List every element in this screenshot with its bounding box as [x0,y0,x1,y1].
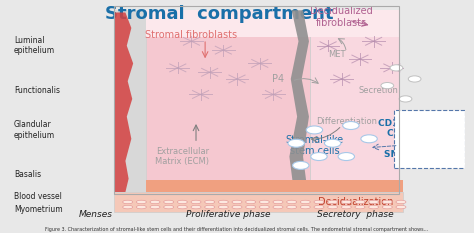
Circle shape [324,139,341,147]
Ellipse shape [123,205,133,209]
Text: Stromal fibroblasts: Stromal fibroblasts [146,30,237,40]
Ellipse shape [219,205,228,209]
FancyBboxPatch shape [146,10,310,192]
Ellipse shape [191,200,201,204]
Ellipse shape [232,200,242,204]
Ellipse shape [328,200,337,204]
Circle shape [361,135,377,143]
Ellipse shape [150,205,160,209]
Ellipse shape [191,205,201,209]
Ellipse shape [273,200,283,204]
Circle shape [381,82,394,89]
Ellipse shape [219,200,228,204]
Circle shape [399,96,412,102]
Circle shape [288,139,304,147]
Ellipse shape [383,205,392,209]
Ellipse shape [314,205,324,209]
Text: Secretory  phase: Secretory phase [317,210,394,219]
Ellipse shape [205,205,215,209]
Ellipse shape [341,200,351,204]
Circle shape [390,65,403,71]
Ellipse shape [328,205,337,209]
Ellipse shape [287,200,297,204]
Text: Decidualization: Decidualization [318,197,393,207]
Ellipse shape [164,200,173,204]
Ellipse shape [301,205,310,209]
Ellipse shape [314,200,324,204]
Text: Myometrium: Myometrium [14,205,63,214]
Ellipse shape [341,205,351,209]
FancyBboxPatch shape [146,180,403,192]
Text: Differentiation: Differentiation [316,116,377,126]
Ellipse shape [287,205,297,209]
Text: MET: MET [328,50,346,59]
Text: Menses: Menses [79,210,113,219]
Ellipse shape [383,200,392,204]
Ellipse shape [396,200,406,204]
Text: Proliferative phase: Proliferative phase [186,210,270,219]
Circle shape [338,153,355,161]
Ellipse shape [355,200,365,204]
Ellipse shape [205,200,215,204]
Polygon shape [289,10,309,192]
Ellipse shape [123,200,133,204]
Ellipse shape [246,200,255,204]
FancyBboxPatch shape [114,192,403,212]
FancyBboxPatch shape [310,10,399,192]
Ellipse shape [246,205,255,209]
Text: Glandular
epithelium: Glandular epithelium [14,120,55,140]
Ellipse shape [177,200,187,204]
Ellipse shape [137,205,146,209]
Ellipse shape [259,205,269,209]
Ellipse shape [369,200,379,204]
FancyBboxPatch shape [114,10,146,192]
Text: Secretion: Secretion [358,86,398,95]
Text: Stromal  compartment: Stromal compartment [105,5,333,23]
Ellipse shape [273,205,283,209]
Text: Decidualized
fibroblasts: Decidualized fibroblasts [310,6,373,28]
Text: Stromal-like
stem cells: Stromal-like stem cells [285,135,344,156]
Text: Basalis: Basalis [14,170,41,179]
FancyBboxPatch shape [394,110,465,168]
Ellipse shape [369,205,379,209]
Circle shape [408,76,421,82]
Ellipse shape [355,205,365,209]
Ellipse shape [396,205,406,209]
FancyBboxPatch shape [146,10,310,37]
Ellipse shape [150,200,160,204]
Text: Figure 3. Characterization of stromal-like stem cells and their differentiation : Figure 3. Characterization of stromal-li… [46,227,428,233]
Ellipse shape [164,205,173,209]
Circle shape [311,153,327,161]
Text: CD146, CD140b
CD29, CD34
PDGFRβ
SM22α, KLF4: CD146, CD140b CD29, CD34 PDGFRβ SM22α, K… [377,119,456,159]
Text: Extracellular
Matrix (ECM): Extracellular Matrix (ECM) [155,147,210,166]
Ellipse shape [137,200,146,204]
Text: Luminal
epithelium: Luminal epithelium [14,36,55,55]
Text: P4: P4 [272,74,284,84]
Circle shape [292,161,309,169]
Polygon shape [114,13,133,192]
Ellipse shape [259,200,269,204]
Ellipse shape [232,205,242,209]
Text: Blood vessel: Blood vessel [14,192,62,201]
FancyBboxPatch shape [310,10,399,37]
Ellipse shape [177,205,187,209]
Circle shape [343,122,359,130]
Text: Functionalis: Functionalis [14,86,60,95]
Circle shape [306,126,323,134]
Ellipse shape [301,200,310,204]
